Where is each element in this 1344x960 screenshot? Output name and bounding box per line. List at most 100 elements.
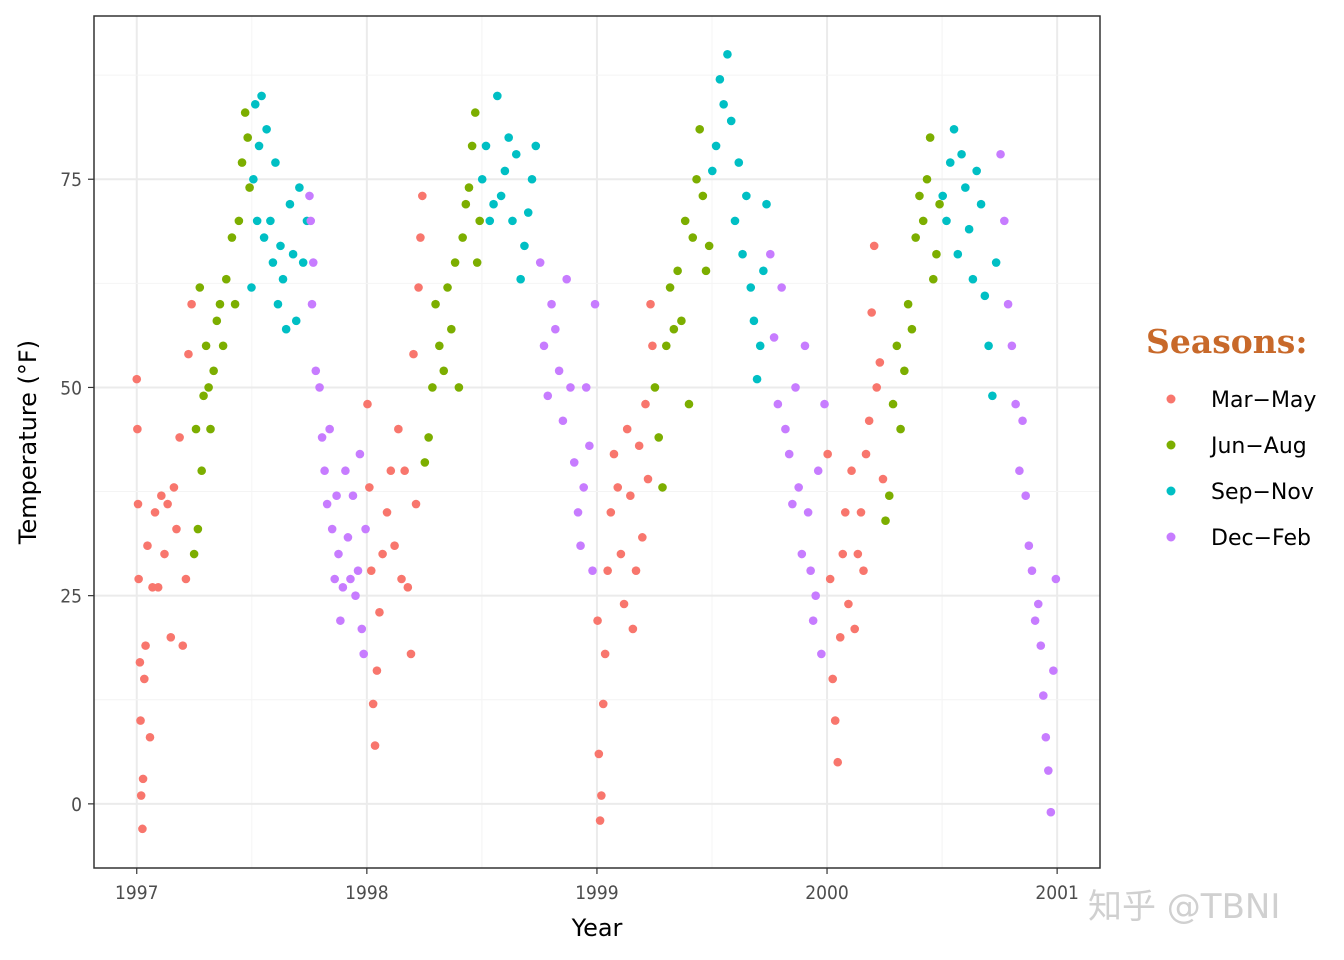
data-point xyxy=(189,549,199,559)
data-point xyxy=(201,341,211,351)
data-point xyxy=(594,749,604,759)
data-point xyxy=(749,316,759,326)
data-point xyxy=(945,158,955,167)
data-point xyxy=(325,424,334,434)
legend-label: Mar−May xyxy=(1211,388,1316,413)
data-point xyxy=(221,274,231,284)
data-point xyxy=(794,483,803,492)
data-point xyxy=(595,816,605,825)
data-point xyxy=(191,424,201,434)
data-point xyxy=(543,391,553,401)
data-point xyxy=(443,283,452,292)
data-point xyxy=(305,191,314,201)
data-point xyxy=(138,824,147,834)
data-point xyxy=(141,641,150,650)
data-point xyxy=(386,466,396,476)
data-point xyxy=(197,466,206,476)
data-point xyxy=(414,283,423,292)
data-point xyxy=(903,299,913,309)
data-point xyxy=(669,324,679,334)
data-point xyxy=(900,366,909,376)
legend-label: Dec−Feb xyxy=(1211,526,1311,551)
data-point xyxy=(654,433,664,442)
data-point xyxy=(968,274,978,284)
data-point xyxy=(673,266,682,276)
data-point xyxy=(341,466,350,476)
data-point xyxy=(199,391,208,401)
data-point xyxy=(791,383,800,392)
data-point xyxy=(734,158,744,167)
data-point xyxy=(738,249,747,259)
data-point xyxy=(1000,216,1009,226)
data-point xyxy=(250,99,260,109)
data-point xyxy=(372,666,382,675)
data-point xyxy=(500,166,510,176)
data-point xyxy=(322,499,332,509)
data-point xyxy=(133,499,143,509)
legend-key xyxy=(1166,394,1176,404)
data-point xyxy=(330,574,339,584)
data-point xyxy=(295,183,304,192)
data-point xyxy=(493,91,502,101)
data-point xyxy=(311,366,321,376)
data-point xyxy=(680,216,690,226)
data-point xyxy=(840,508,850,517)
data-point xyxy=(1030,616,1040,625)
data-point xyxy=(157,491,166,501)
data-point xyxy=(357,624,367,634)
data-point xyxy=(475,216,484,226)
data-point xyxy=(579,483,589,492)
data-point xyxy=(600,649,610,659)
data-point xyxy=(980,291,990,301)
data-points xyxy=(132,50,1061,834)
data-point xyxy=(856,508,866,517)
data-point xyxy=(991,258,1001,267)
data-point xyxy=(922,174,932,184)
data-point xyxy=(616,549,626,559)
data-point xyxy=(320,466,329,476)
data-point xyxy=(1049,666,1058,675)
data-point xyxy=(1024,541,1034,550)
data-point xyxy=(435,341,444,351)
data-point xyxy=(797,549,807,559)
data-point xyxy=(193,524,203,534)
data-point xyxy=(240,108,250,117)
data-point xyxy=(363,399,372,409)
data-point xyxy=(661,341,671,351)
data-point xyxy=(569,458,579,467)
data-point xyxy=(988,391,997,401)
data-point xyxy=(719,99,728,109)
y-tick-label: 0 xyxy=(71,794,82,816)
data-point xyxy=(698,191,708,201)
data-point xyxy=(135,657,145,667)
data-point xyxy=(677,316,686,326)
data-point xyxy=(132,374,142,384)
data-point xyxy=(281,324,291,334)
data-point xyxy=(817,649,826,659)
data-point xyxy=(752,374,762,384)
data-point xyxy=(355,449,365,459)
data-point xyxy=(806,566,815,575)
data-point xyxy=(938,191,948,201)
data-point xyxy=(949,124,959,134)
data-point xyxy=(803,508,813,517)
data-point xyxy=(249,174,258,184)
data-point xyxy=(984,341,993,351)
data-point xyxy=(911,233,920,242)
data-point xyxy=(195,283,205,292)
data-point xyxy=(711,141,721,151)
data-point xyxy=(626,491,635,501)
data-point xyxy=(730,216,740,226)
data-point xyxy=(431,299,440,309)
data-point xyxy=(204,383,213,392)
data-point xyxy=(631,566,641,575)
data-point xyxy=(298,258,308,267)
data-point xyxy=(976,199,986,209)
data-point xyxy=(613,483,623,492)
x-tick-label: 2001 xyxy=(1035,882,1079,904)
data-point xyxy=(547,299,556,309)
data-point xyxy=(606,508,616,517)
y-axis: 0 25 50 75 xyxy=(60,169,94,816)
data-point xyxy=(257,91,266,101)
data-point xyxy=(650,383,660,392)
